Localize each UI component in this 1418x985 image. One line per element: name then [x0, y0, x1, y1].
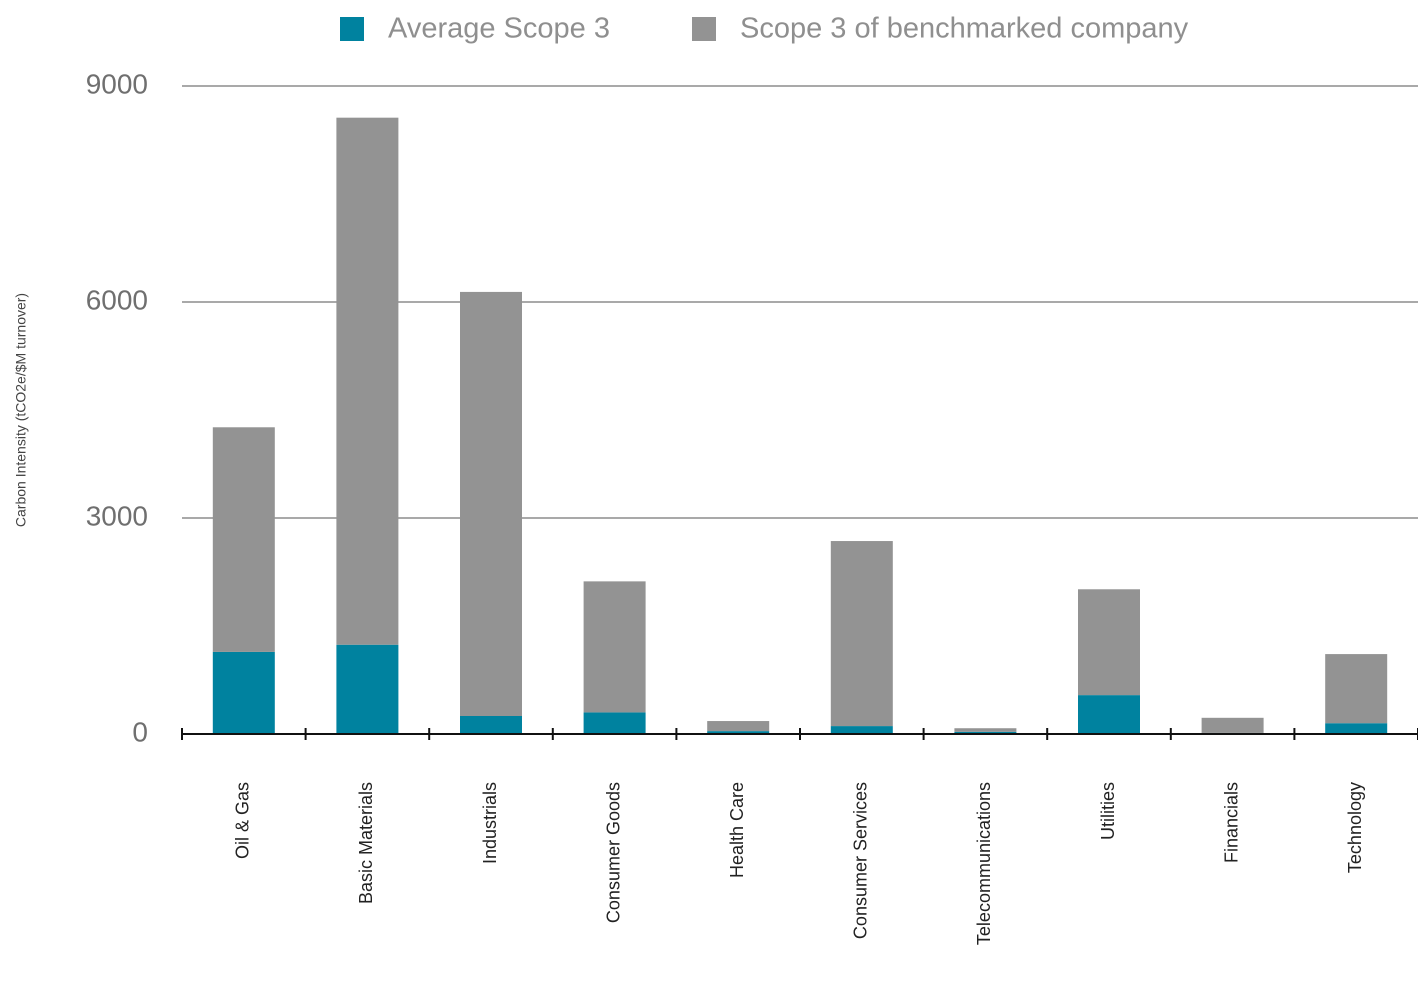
y-tick-label: 6000 [86, 284, 148, 315]
x-tick-label: Financials [1221, 782, 1241, 863]
bar-segment [707, 721, 770, 732]
bar-segment [707, 731, 770, 734]
bar-segment [583, 581, 646, 713]
bar-segment [212, 651, 275, 734]
bar-segment [954, 731, 1017, 734]
bar-segment [1325, 654, 1388, 724]
bar-segment [1201, 717, 1264, 733]
y-tick-label: 3000 [86, 500, 148, 531]
x-tick-label: Industrials [480, 782, 500, 864]
x-tick-label: Basic Materials [356, 782, 376, 904]
legend-swatch [340, 17, 364, 41]
bar-segment [954, 728, 1017, 732]
bar-segment [583, 712, 646, 734]
legend-label: Scope 3 of benchmarked company [740, 13, 1189, 45]
x-tick-label: Health Care [727, 782, 747, 878]
bar-segment [830, 541, 893, 727]
x-tick-label: Consumer Goods [603, 782, 623, 923]
y-tick-label: 9000 [86, 68, 148, 99]
bar-segment [212, 427, 275, 652]
x-tick-label: Consumer Services [851, 782, 871, 939]
bar-segment [830, 726, 893, 734]
bar-segment [336, 117, 399, 645]
x-tick-label: Technology [1345, 782, 1365, 873]
x-tick-label: Utilities [1098, 782, 1118, 840]
legend-label: Average Scope 3 [388, 13, 610, 45]
x-tick-label: Telecommunications [974, 782, 994, 945]
bar-segment [1078, 695, 1140, 734]
x-tick-label: Oil & Gas [233, 782, 253, 859]
y-axis-label: Carbon Intensity (tCO2e/$M turnover) [13, 293, 29, 527]
legend-swatch [692, 17, 716, 41]
bar-segment [1325, 723, 1388, 734]
bar-segment [1078, 589, 1140, 696]
bar-segment [336, 644, 399, 734]
y-tick-label: 0 [132, 716, 148, 747]
bar-segment [460, 716, 522, 734]
bar-segment [460, 291, 522, 716]
